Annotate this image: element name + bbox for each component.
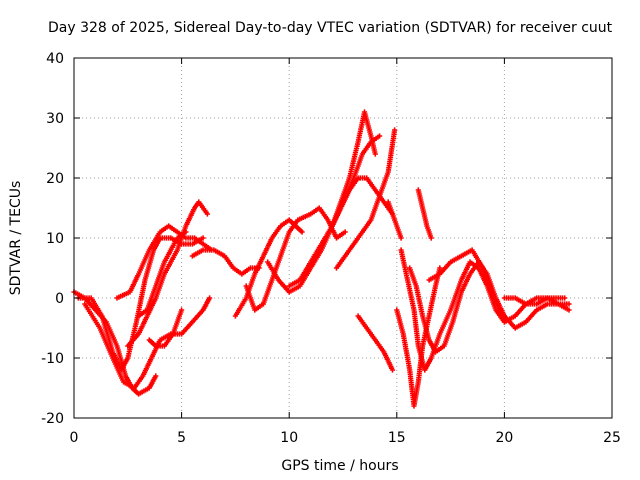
y-tick-label: 10 [46, 231, 64, 247]
y-tick-label: -10 [41, 351, 64, 367]
y-tick-label: -20 [41, 411, 64, 427]
x-tick-label: 20 [495, 430, 513, 446]
x-tick-label: 0 [70, 430, 79, 446]
y-tick-label: 20 [46, 171, 64, 187]
x-tick-label: 10 [280, 430, 298, 446]
data-series-7 [146, 307, 185, 349]
y-tick-label: 40 [46, 51, 64, 67]
y-tick-label: 30 [46, 111, 64, 127]
data-series-15 [385, 199, 404, 241]
data-series-17 [394, 265, 443, 409]
chart-title: Day 328 of 2025, Sidereal Day-to-day VTE… [48, 20, 613, 36]
x-tick-label: 15 [388, 430, 406, 446]
y-axis-label: SDTVAR / TECUs [8, 181, 24, 296]
data-series-3 [82, 295, 213, 391]
y-tick-label: 0 [55, 291, 64, 307]
grid-layer [74, 58, 612, 418]
data-series-6 [136, 229, 189, 319]
x-axis-label: GPS time / hours [281, 458, 398, 474]
data-series-5 [125, 199, 210, 349]
x-tick-label: 25 [603, 430, 621, 446]
x-tick-label: 5 [177, 430, 186, 446]
data-series-16 [355, 313, 396, 373]
tick-layer: 0 5 10 15 20 25 -20 -10 0 10 20 30 40 [41, 51, 621, 446]
data-series-22 [501, 295, 568, 307]
data-series-14 [333, 127, 398, 271]
data-series-8 [189, 247, 262, 277]
data-series-13 [329, 109, 378, 229]
data-series-20 [415, 187, 434, 241]
series-layer [71, 109, 572, 409]
